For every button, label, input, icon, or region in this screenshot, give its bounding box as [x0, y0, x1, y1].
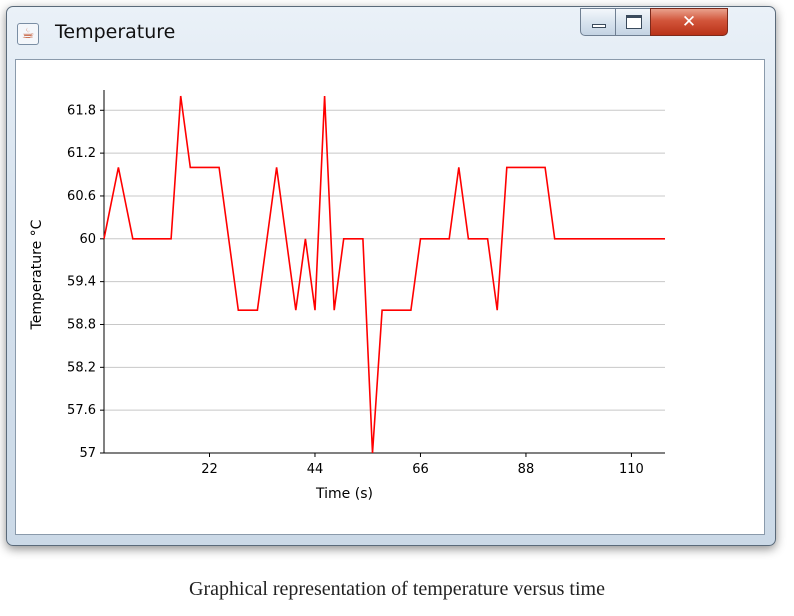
title-bar[interactable]: ☕ Temperature ✕: [7, 7, 775, 57]
app-window: ☕ Temperature ✕ 57 57.6 58.2 58.8 59.4 60 60.6…: [6, 6, 776, 546]
y-tick-label: 59.4: [67, 275, 96, 290]
y-tick-label: 60.6: [67, 189, 96, 204]
x-tick-label: 110: [619, 462, 644, 477]
close-button[interactable]: ✕: [650, 8, 728, 36]
x-tick-label: 44: [307, 462, 324, 477]
maximize-icon: [626, 15, 642, 29]
chart-panel: 57 57.6 58.2 58.8 59.4 60 60.6 61.2 61.8 22 44 66 88…: [15, 59, 765, 535]
minimize-button[interactable]: [580, 8, 616, 36]
y-tick-label: 60: [79, 232, 96, 247]
x-axis-label: Time (s): [315, 486, 373, 502]
x-tick-label: 66: [412, 462, 429, 477]
y-tick-label: 58.8: [67, 317, 96, 332]
figure-caption: Graphical representation of temperature …: [189, 578, 605, 600]
x-tick-label: 22: [201, 462, 218, 477]
temperature-series-line: [103, 95, 665, 454]
y-tick-label: 58.2: [67, 360, 96, 375]
minimize-icon: [592, 24, 606, 28]
window-title: Temperature: [55, 21, 176, 43]
temperature-chart: 57 57.6 58.2 58.8 59.4 60 60.6 61.2 61.8 22 44 66 88…: [29, 90, 665, 502]
y-tick-label: 57.6: [67, 403, 96, 418]
close-icon: ✕: [681, 12, 697, 32]
java-cup-icon[interactable]: ☕: [17, 23, 39, 45]
x-tick-label: 88: [518, 462, 535, 477]
maximize-button[interactable]: [615, 8, 651, 36]
y-tick-label: 57: [79, 446, 96, 461]
y-tick-label: 61.8: [67, 103, 96, 118]
y-tick-label: 61.2: [67, 146, 96, 161]
y-axis-label: Temperature °C: [29, 219, 45, 330]
